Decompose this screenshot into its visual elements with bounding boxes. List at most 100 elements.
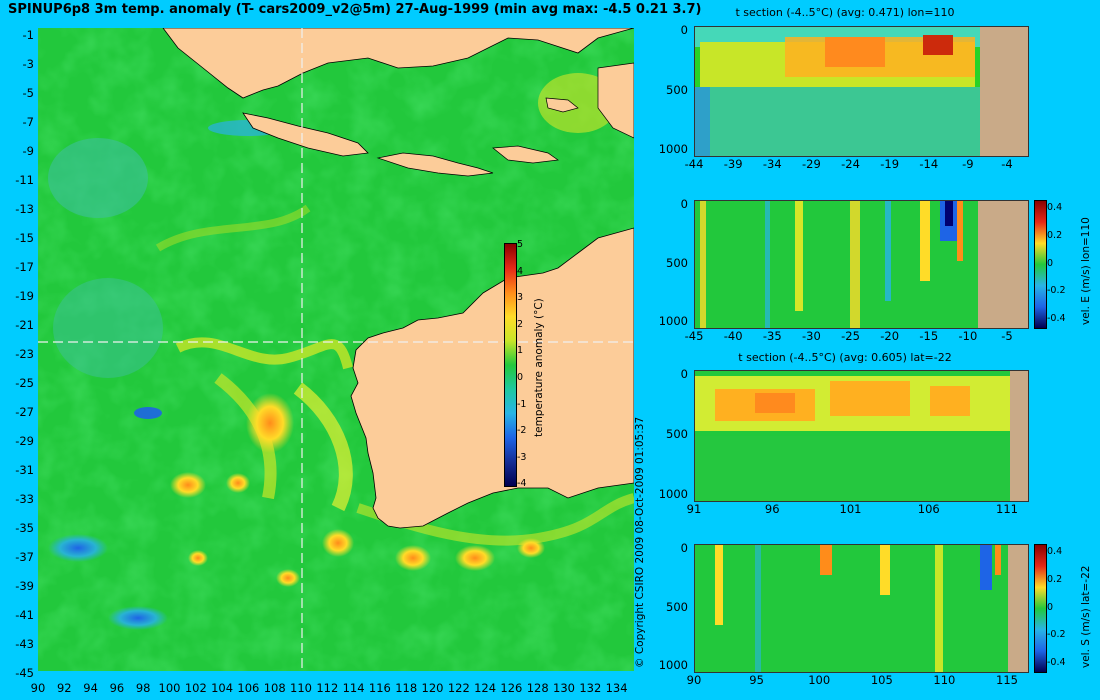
lon-tick-label: 132 <box>579 681 602 695</box>
panel-colorbar-tick-label: 0 <box>1047 257 1054 269</box>
panel-x-tick-label: 91 <box>686 502 702 516</box>
colorbar-tick-label: 1 <box>517 345 524 357</box>
panel-x-tick-label: -20 <box>880 329 900 343</box>
panel-colorbar-tick-label: -0.2 <box>1047 629 1066 641</box>
panel-x-tick-label: 101 <box>839 502 862 516</box>
temperature-colorbar <box>504 243 517 487</box>
australia-landmass <box>350 227 634 529</box>
lon-tick-label: 124 <box>474 681 497 695</box>
lat-tick-label: -5 <box>22 86 34 100</box>
panel-colorbar-tick-label: -0.2 <box>1047 285 1066 297</box>
lon-tick-label: 90 <box>30 681 46 695</box>
panel-x-tick-label: -10 <box>958 329 978 343</box>
panel-colorbar-tick-label: -0.4 <box>1047 313 1066 324</box>
colorbar-tick-label: 2 <box>517 318 524 330</box>
lat-tick-label: -41 <box>15 608 34 622</box>
lon-tick-label: 134 <box>605 681 628 695</box>
velocity-south-colorbar <box>1034 544 1047 673</box>
panel-x-tick-label: -14 <box>919 157 939 171</box>
lat-tick-label: -33 <box>15 492 34 506</box>
panel-colorbar-tick-label: -0.4 <box>1047 657 1066 668</box>
map-title: SPINUP6p8 3m temp. anomaly (T- cars2009_… <box>8 2 702 17</box>
lon-tick-label: 128 <box>526 681 549 695</box>
lat-tick-label: -19 <box>15 289 34 303</box>
temperature-anomaly-map[interactable] <box>38 28 634 671</box>
lat-tick-label: -43 <box>15 637 34 651</box>
colorbar-tick-label: -4 <box>517 478 527 490</box>
lon-tick-label: 106 <box>237 681 260 695</box>
panel-y-tick-label: 500 <box>666 427 688 441</box>
panel-4-vel-south-lat22[interactable] <box>694 544 1029 673</box>
lon-tick-label: 102 <box>184 681 207 695</box>
lat-tick-label: -21 <box>15 318 34 332</box>
copyright-notice: © Copyright CSIRO 2009 08-Oct-2009 01:05… <box>634 416 646 668</box>
lat-tick-label: -1 <box>22 28 34 42</box>
panel-1-temp-section-lon110[interactable] <box>694 26 1029 157</box>
lon-tick-label: 108 <box>263 681 286 695</box>
panel-x-tick-label: 90 <box>686 673 702 687</box>
panel-y-tick-label: 0 <box>680 367 688 381</box>
lat-tick-label: -25 <box>15 376 34 390</box>
lon-tick-label: 116 <box>368 681 391 695</box>
java-island <box>242 112 369 157</box>
lon-tick-label: 96 <box>109 681 125 695</box>
lon-tick-label: 118 <box>395 681 418 695</box>
velocity-east-colorbar <box>1034 200 1047 329</box>
panel-colorbar-tick-label: 0.4 <box>1047 202 1063 213</box>
panel-x-tick-label: -39 <box>723 157 743 171</box>
colorbar-tick-label: 3 <box>517 292 524 304</box>
panel-x-tick-label: -4 <box>1001 157 1013 171</box>
map-canvas <box>38 28 634 671</box>
lat-tick-label: -35 <box>15 521 34 535</box>
panel-y-tick-label: 500 <box>666 599 688 614</box>
panel-y-tick-label: 1000 <box>658 658 688 672</box>
panel-x-tick-label: -9 <box>962 157 974 171</box>
lat-tick-label: -13 <box>15 202 34 216</box>
panel-x-tick-label: -34 <box>762 157 782 171</box>
colorbar-tick-label: 5 <box>517 239 524 250</box>
panel-y-tick-label: 0 <box>680 541 688 555</box>
panel-3-title: t section (-4..5°C) (avg: 0.605) lat=-22 <box>738 351 952 364</box>
colorbar-tick-label: 0 <box>517 372 524 383</box>
panel-x-tick-label: -35 <box>762 329 782 343</box>
colorbar-tick-label: -3 <box>517 451 527 463</box>
lat-tick-label: -37 <box>15 550 34 564</box>
panel-colorbar-tick-label: 0.4 <box>1047 546 1063 557</box>
colorbar-label: temperature anomaly (°C) <box>533 298 545 437</box>
panel-x-tick-label: -30 <box>801 329 821 343</box>
lon-tick-label: 94 <box>83 681 98 695</box>
panel-y-tick-label: 1000 <box>658 487 688 501</box>
panel-colorbar-tick-label: 0 <box>1047 601 1054 613</box>
lon-tick-label: 110 <box>290 681 312 695</box>
lat-tick-label: -15 <box>15 231 34 245</box>
sumatra-borneo-landmass <box>162 28 634 99</box>
panel-x-tick-label: -19 <box>880 157 900 171</box>
lat-tick-label: -27 <box>15 405 34 419</box>
lon-tick-label: 112 <box>316 681 339 695</box>
panel-x-tick-label: -44 <box>684 157 704 171</box>
lon-tick-label: 104 <box>211 681 234 695</box>
lat-tick-label: -17 <box>15 260 34 274</box>
panel-x-tick-label: 95 <box>749 673 764 687</box>
lon-tick-label: 126 <box>500 681 523 695</box>
panel-1-title: t section (-4..5°C) (avg: 0.471) lon=110 <box>735 6 955 19</box>
panel-4-colorbar-label: vel. S (m/s) lat=-22 <box>1080 565 1092 668</box>
panel-x-tick-label: 106 <box>917 502 940 516</box>
lon-tick-label: 120 <box>421 681 444 695</box>
panel-2-vel-east-lon110[interactable] <box>694 200 1029 329</box>
panel-y-tick-label: 500 <box>666 82 688 97</box>
lon-tick-label: 92 <box>56 681 72 695</box>
panel-x-tick-label: -24 <box>841 157 860 171</box>
lon-tick-label: 130 <box>553 681 575 695</box>
lon-tick-label: 114 <box>342 681 365 695</box>
colorbar-tick-label: 4 <box>517 265 524 277</box>
lon-tick-label: 98 <box>135 681 151 695</box>
panel-x-tick-label: 96 <box>764 502 780 516</box>
lon-tick-label: 100 <box>158 681 181 695</box>
panel-x-tick-label: -40 <box>723 329 743 343</box>
panel-y-tick-label: 1000 <box>658 142 688 156</box>
panel-3-temp-section-lat22[interactable] <box>694 370 1029 502</box>
panel-x-tick-label: -15 <box>919 329 939 343</box>
panel-x-tick-label: 100 <box>808 673 831 687</box>
lat-tick-label: -3 <box>22 57 34 71</box>
